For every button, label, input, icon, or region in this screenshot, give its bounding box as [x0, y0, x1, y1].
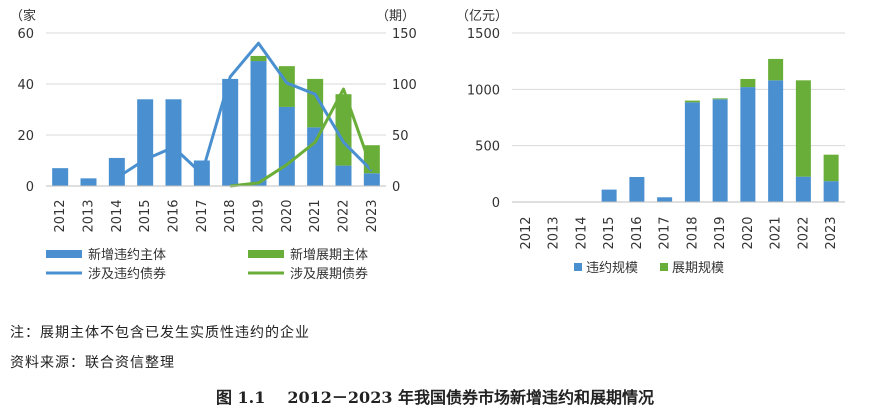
x-tick-label: 2023 — [365, 199, 380, 232]
bar-new-default — [307, 127, 324, 186]
figure-caption: 图 1.1 2012－2023 年我国债券市场新增违约和展期情况 — [0, 384, 870, 408]
y-tick-label: 1500 — [467, 27, 500, 42]
y-tick-label: 0 — [492, 196, 500, 211]
note-text: 注：展期主体不包含已发生实质性违约的企业 — [10, 325, 310, 341]
bar-default-scale — [823, 181, 839, 202]
left-chart: 0 20 40 60 0 50 100 150 （家 （期） 2012 2013 2014 2015 201… — [10, 8, 417, 282]
y2-tick-label: 0 — [392, 180, 400, 195]
x-tick-label: 2016 — [630, 216, 645, 249]
y-axis-label: （家 — [10, 8, 36, 24]
right-chart: 0 500 1000 1500 （亿元） 2012 2013 2014 2015 2016 2017… — [456, 9, 845, 276]
caption-title: 2012－2023 年我国债券市场新增违约和展期情况 — [287, 388, 655, 407]
bar-new-default — [335, 165, 352, 186]
x-tick-label: 2018 — [223, 199, 238, 232]
line-extension-bonds — [230, 87, 374, 188]
y-tick-label: 20 — [17, 129, 34, 144]
y-tick-label: 40 — [17, 78, 34, 93]
x-tick-label: 2015 — [602, 216, 617, 249]
x-tick-label: 2022 — [796, 216, 811, 249]
y-tick-label: 60 — [17, 27, 34, 42]
bar-default-scale — [795, 176, 811, 202]
x-tick-label: 2012 — [519, 216, 534, 249]
legend-swatch — [660, 263, 668, 271]
bar-extension-scale — [768, 58, 784, 81]
y-tick-label: 1000 — [467, 83, 500, 98]
y2-axis-label: （期） — [376, 9, 415, 24]
bar-new-extension — [250, 55, 267, 62]
bar-new-default — [250, 61, 267, 186]
x-tick-label: 2014 — [110, 199, 125, 232]
bar-new-default — [363, 173, 380, 186]
x-tick-label: 2017 — [658, 216, 673, 249]
x-tick-label: 2014 — [574, 216, 589, 249]
legend-label: 新增违约主体 — [88, 247, 166, 263]
x-tick-label: 2019 — [252, 199, 267, 232]
x-tick-label: 2021 — [769, 216, 784, 249]
bar-extension-scale — [795, 80, 811, 177]
y2-tick-label: 100 — [392, 78, 417, 93]
bar-default-scale — [684, 102, 700, 202]
legend-label: 涉及违约债券 — [88, 266, 166, 282]
bar-default-scale — [740, 87, 756, 202]
legend-label: 展期规模 — [672, 261, 724, 276]
y-tick-label: 500 — [475, 140, 500, 155]
bar-extension-scale — [823, 154, 839, 182]
bar-new-default — [108, 157, 125, 186]
bar-extension-scale — [684, 100, 700, 103]
x-tick-label: 2015 — [138, 199, 153, 232]
x-tick-label: 2017 — [195, 199, 210, 232]
bar-new-default — [165, 99, 182, 186]
x-tick-label: 2020 — [280, 199, 295, 232]
x-tick-label: 2016 — [167, 199, 182, 232]
bar-default-scale — [712, 99, 728, 202]
legend-swatch — [574, 263, 582, 271]
y-axis-label: （亿元） — [456, 9, 508, 24]
x-tick-label: 2013 — [82, 199, 97, 232]
bar-new-default — [137, 99, 154, 186]
caption-number: 图 1.1 — [215, 388, 266, 407]
x-tick-label: 2012 — [53, 199, 68, 232]
bar-new-default — [222, 78, 239, 186]
bar-new-default — [80, 178, 97, 186]
legend-swatch — [46, 250, 82, 258]
bar-default-scale — [601, 189, 617, 202]
bar-extension-scale — [712, 98, 728, 100]
source-text: 资料来源：联合资信整理 — [10, 355, 175, 371]
bar-extension-scale — [740, 78, 756, 88]
x-tick-label: 2018 — [685, 216, 700, 249]
legend-label: 新增展期主体 — [290, 247, 368, 263]
y2-tick-label: 50 — [392, 129, 409, 144]
legend-label: 涉及展期债券 — [290, 266, 368, 282]
x-tick-label: 2021 — [308, 199, 323, 232]
x-tick-label: 2019 — [713, 216, 728, 249]
x-tick-label: 2023 — [824, 216, 839, 249]
y-tick-label: 0 — [26, 180, 34, 195]
bar-new-default — [278, 106, 295, 186]
legend-swatch — [248, 250, 284, 258]
x-tick-label: 2020 — [741, 216, 756, 249]
bar-new-default — [52, 168, 69, 186]
bar-default-scale — [657, 197, 673, 202]
x-tick-label: 2022 — [337, 199, 352, 232]
bar-default-scale — [629, 176, 645, 202]
bar-default-scale — [768, 80, 784, 202]
legend-label: 违约规模 — [586, 261, 638, 276]
x-tick-label: 2013 — [547, 216, 562, 249]
y2-tick-label: 150 — [392, 27, 417, 42]
